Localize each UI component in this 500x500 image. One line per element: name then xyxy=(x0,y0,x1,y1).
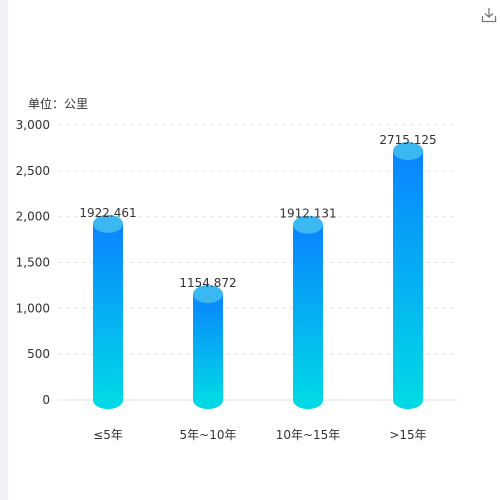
x-tick-label: >15年 xyxy=(389,428,426,442)
y-tick-label: 0 xyxy=(42,393,50,407)
bar-body xyxy=(393,151,423,400)
bar-value-label: 1922.461 xyxy=(79,206,136,220)
x-tick-label: ≤5年 xyxy=(93,428,123,442)
bar-cap xyxy=(93,214,123,233)
bar-value-label: 1154.872 xyxy=(179,276,236,290)
bar-value-label: 1912.131 xyxy=(279,207,336,221)
x-tick-label: 10年~15年 xyxy=(276,428,341,442)
y-tick-label: 3,000 xyxy=(16,118,50,132)
bar[interactable] xyxy=(193,285,223,409)
download-icon xyxy=(481,8,497,23)
bar-cap xyxy=(193,285,223,304)
bar-base xyxy=(193,391,223,409)
y-tick-label: 2,500 xyxy=(16,164,50,178)
bar-base xyxy=(393,391,423,409)
bar[interactable] xyxy=(93,214,123,409)
bar-body xyxy=(93,223,123,400)
download-button[interactable] xyxy=(480,6,498,24)
bar-base xyxy=(293,391,323,409)
bar-value-label: 2715.125 xyxy=(379,133,436,147)
bar-cap xyxy=(293,215,323,234)
bar[interactable] xyxy=(393,142,423,409)
y-tick-label: 1,000 xyxy=(16,301,50,315)
side-strip xyxy=(0,0,8,500)
bar-cap xyxy=(393,142,423,161)
bar-base xyxy=(93,391,123,409)
y-tick-label: 2,000 xyxy=(16,210,50,224)
bar[interactable] xyxy=(293,215,323,409)
bar-body xyxy=(193,294,223,400)
y-tick-label: 500 xyxy=(27,347,50,361)
unit-label: 单位：公里 xyxy=(28,97,89,111)
y-tick-label: 1,500 xyxy=(16,256,50,270)
x-tick-label: 5年~10年 xyxy=(180,428,237,442)
bar-body xyxy=(293,224,323,400)
